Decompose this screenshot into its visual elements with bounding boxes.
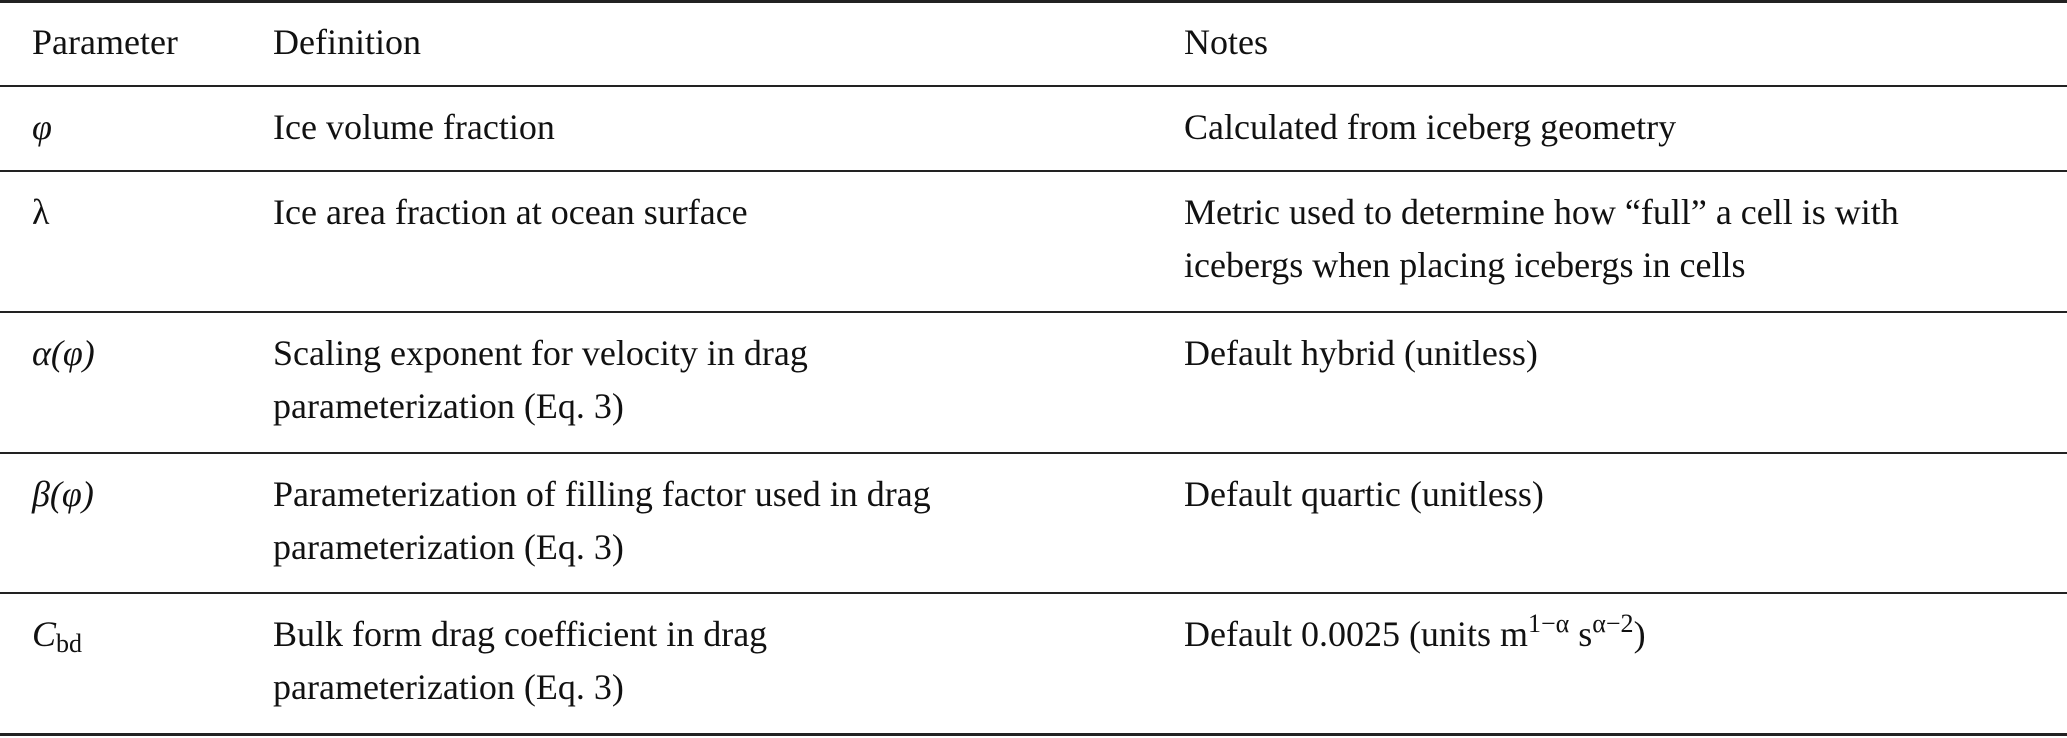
table-row: λ Ice area fraction at ocean surface Met… [0,172,2067,312]
table-row: Cbd Bulk form drag coefficient in drag p… [0,594,2067,734]
table-row: β(φ) Parameterization of filling factor … [0,454,2067,594]
parameter-symbol: Cbd [32,608,82,664]
table-rule [0,592,2067,594]
table-rule [0,170,2067,172]
header-parameter: Parameter [32,22,178,62]
notes-cell: Default 0.0025 (units m1−α sα−2) [1184,608,2044,664]
notes-text: Default 0.0025 (units m [1184,614,1528,654]
symbol-subscript: bd [56,629,83,658]
table-rule [0,311,2067,313]
table-row: α(φ) Scaling exponent for velocity in dr… [0,313,2067,453]
symbol-base: C [32,614,57,654]
parameter-symbol: φ [32,107,52,147]
exponent: 1−α [1527,609,1570,638]
header-notes: Notes [1184,22,1268,62]
parameter-symbol: α(φ) [32,333,95,373]
table-rule-top [0,0,2067,3]
table-header-row: Parameter Definition Notes [0,0,2067,86]
definition-cell: Scaling exponent for velocity in drag pa… [273,333,808,426]
notes-text: s [1569,614,1593,654]
notes-cell: Calculated from iceberg geometry [1184,107,1677,147]
table-rule [0,452,2067,454]
notes-cell: Metric used to determine how “full” a ce… [1184,192,1899,285]
table-row: φ Ice volume fraction Calculated from ic… [0,87,2067,171]
parameter-symbol: β(φ) [32,474,94,514]
definition-cell: Ice volume fraction [273,107,555,147]
definition-cell: Parameterization of filling factor used … [273,474,931,567]
table-rule [0,85,2067,87]
parameter-symbol: λ [32,192,50,232]
notes-cell: Default hybrid (unitless) [1184,333,1538,373]
exponent: α−2 [1592,609,1634,638]
table-rule-bottom [0,733,2067,736]
definition-cell: Bulk form drag coefficient in drag param… [273,614,768,707]
notes-text: ) [1633,614,1646,654]
notes-cell: Default quartic (unitless) [1184,474,1544,514]
header-definition: Definition [273,22,421,62]
definition-cell: Ice area fraction at ocean surface [273,192,748,232]
